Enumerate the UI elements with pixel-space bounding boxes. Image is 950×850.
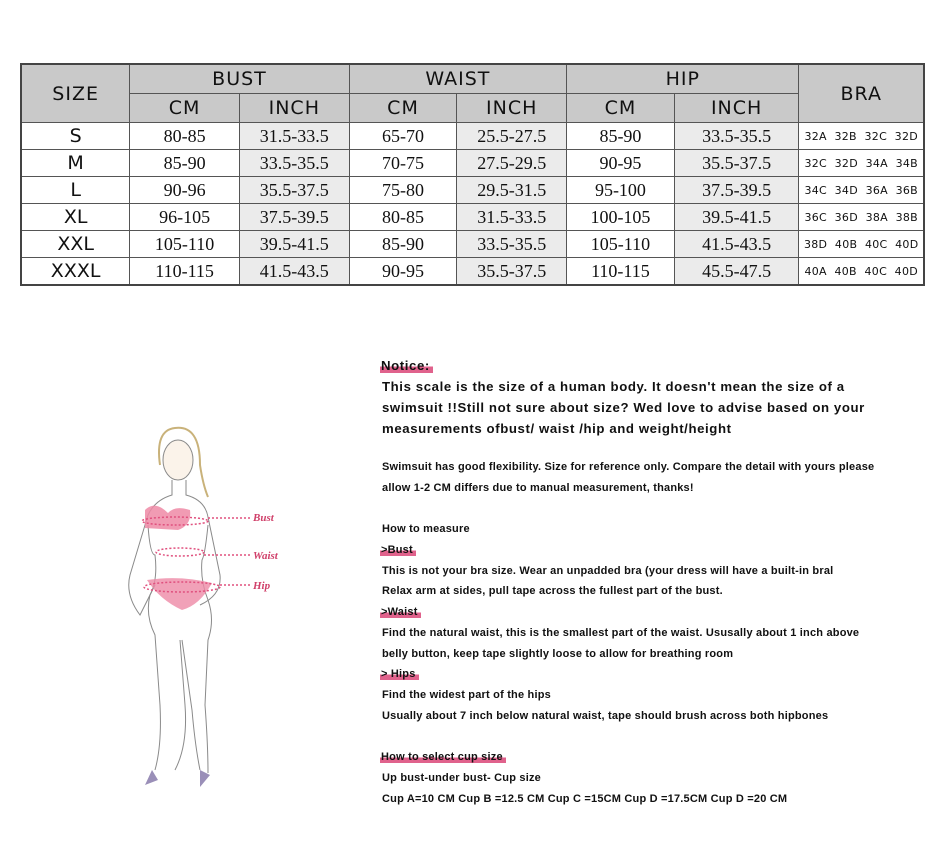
how-to-measure: How to measure	[382, 523, 470, 535]
header-bust: BUST	[129, 63, 350, 94]
cell-hip-cm: 105-110	[566, 230, 675, 258]
table-row: XL 96-105 37.5-39.5 80-85 31.5-33.5 100-105 39…	[20, 203, 925, 231]
cell-waist-in: 25.5-27.5	[456, 122, 568, 150]
bikini-bottom-drawing-icon	[147, 578, 212, 610]
header-hip: HIP	[566, 63, 800, 94]
header-bra: BRA	[798, 63, 925, 123]
cell-hip-in: 45.5-47.5	[673, 257, 800, 286]
bust-heading: >Bust	[380, 544, 416, 556]
cell-hip-cm: 100-105	[566, 203, 675, 231]
cell-bra: 32A 32B 32C 32D	[798, 122, 925, 150]
cell-hip-cm: 110-115	[566, 257, 675, 286]
table-row: S 80-85 31.5-33.5 65-70 25.5-27.5 85-90 33.5-3…	[20, 122, 925, 150]
size-chart-table: SIZE BUST WAIST HIP BRA CM INCH CM INCH …	[20, 63, 925, 286]
cell-waist-cm: 65-70	[348, 122, 458, 150]
cup-line: Up bust-under bust- Cup size	[382, 772, 541, 784]
header-hip-cm: CM	[566, 93, 675, 123]
cell-hip-cm: 95-100	[566, 176, 675, 204]
cell-hip-in: 35.5-37.5	[673, 149, 800, 177]
table-row: XXXL 110-115 41.5-43.5 90-95 35.5-37.5 110-11…	[20, 257, 925, 286]
waist-line: Find the natural waist, this is the smal…	[382, 627, 860, 639]
hips-line: Find the widest part of the hips	[382, 689, 551, 701]
cell-hip-in: 33.5-35.5	[673, 122, 800, 150]
cell-waist-cm: 75-80	[348, 176, 458, 204]
cell-bra: 40A 40B 40C 40D	[798, 257, 925, 286]
header-bust-cm: CM	[129, 93, 240, 123]
cell-bust-in: 37.5-39.5	[238, 203, 350, 231]
cell-waist-cm: 90-95	[348, 257, 458, 286]
cell-waist-in: 31.5-33.5	[456, 203, 568, 231]
cell-bra: 38D 40B 40C 40D	[798, 230, 925, 258]
cell-waist-cm: 80-85	[348, 203, 458, 231]
cell-hip-in: 39.5-41.5	[673, 203, 800, 231]
cell-size: XXL	[20, 230, 131, 258]
cell-size: XXXL	[20, 257, 131, 286]
notice-line: measurements ofbust/ waist /hip and weig…	[382, 421, 732, 436]
cell-hip-in: 37.5-39.5	[673, 176, 800, 204]
cell-hip-cm: 85-90	[566, 122, 675, 150]
cell-bust-in: 35.5-37.5	[238, 176, 350, 204]
cell-bra: 32C 32D 34A 34B	[798, 149, 925, 177]
bust-line: This is not your bra size. Wear an unpad…	[382, 565, 834, 577]
cell-waist-in: 27.5-29.5	[456, 149, 568, 177]
table-row: M 85-90 33.5-35.5 70-75 27.5-29.5 90-95 35.5-3…	[20, 149, 925, 177]
notice-line: swimsuit !!Still not sure about size? We…	[382, 400, 865, 415]
cell-bra: 36C 36D 38A 38B	[798, 203, 925, 231]
cell-bust-in: 33.5-35.5	[238, 149, 350, 177]
hip-label: Hip	[252, 580, 271, 592]
cell-bust-in: 39.5-41.5	[238, 230, 350, 258]
cell-bust-cm: 105-110	[129, 230, 240, 258]
header-hip-inch: INCH	[673, 93, 800, 123]
hips-line: Usually about 7 inch below natural waist…	[382, 710, 829, 722]
notice-heading-text: Notice:	[380, 358, 433, 373]
notice-heading: Notice:	[380, 358, 433, 373]
cell-waist-in: 29.5-31.5	[456, 176, 568, 204]
bust-line: Relax arm at sides, pull tape across the…	[382, 585, 723, 597]
cell-size: M	[20, 149, 131, 177]
hips-heading: > Hips	[380, 668, 419, 680]
cell-bust-cm: 96-105	[129, 203, 240, 231]
cell-bust-cm: 85-90	[129, 149, 240, 177]
table-row: L 90-96 35.5-37.5 75-80 29.5-31.5 95-100 37.5-…	[20, 176, 925, 204]
cell-size: XL	[20, 203, 131, 231]
cell-bust-cm: 80-85	[129, 122, 240, 150]
cup-heading: How to select cup size	[380, 751, 506, 763]
cell-hip-in: 41.5-43.5	[673, 230, 800, 258]
cell-bust-cm: 90-96	[129, 176, 240, 204]
cell-size: L	[20, 176, 131, 204]
cell-waist-cm: 85-90	[348, 230, 458, 258]
header-waist: WAIST	[348, 63, 568, 94]
header-waist-inch: INCH	[456, 93, 568, 123]
header-waist-cm: CM	[348, 93, 458, 123]
waist-heading: >Waist	[380, 606, 421, 618]
cell-bust-in: 31.5-33.5	[238, 122, 350, 150]
table-row: XXL 105-110 39.5-41.5 85-90 33.5-35.5 105-110…	[20, 230, 925, 258]
flex-line: allow 1-2 CM differs due to manual measu…	[382, 482, 694, 494]
cell-bra: 34C 34D 36A 36B	[798, 176, 925, 204]
bust-heading-text: >Bust	[380, 544, 416, 556]
header-size: SIZE	[20, 63, 131, 123]
notice-line: This scale is the size of a human body. …	[382, 379, 845, 394]
header-bust-inch: INCH	[238, 93, 350, 123]
waist-heading-text: >Waist	[380, 606, 421, 618]
cell-bust-cm: 110-115	[129, 257, 240, 286]
cell-bust-in: 41.5-43.5	[238, 257, 350, 286]
flex-line: Swimsuit has good flexibility. Size for …	[382, 461, 875, 473]
bust-label: Bust	[252, 512, 275, 524]
cell-size: S	[20, 122, 131, 150]
cup-heading-text: How to select cup size	[380, 751, 506, 763]
cup-line: Cup A=10 CM Cup B =12.5 CM Cup C =15CM C…	[382, 793, 788, 805]
cell-waist-in: 35.5-37.5	[456, 257, 568, 286]
cell-waist-in: 33.5-35.5	[456, 230, 568, 258]
body-measurement-illustration: Bust Waist Hip	[128, 426, 279, 787]
hips-heading-text: > Hips	[380, 668, 419, 680]
waist-line: belly button, keep tape slightly loose t…	[382, 648, 734, 660]
waist-label: Waist	[253, 550, 279, 562]
cell-hip-cm: 90-95	[566, 149, 675, 177]
cell-waist-cm: 70-75	[348, 149, 458, 177]
